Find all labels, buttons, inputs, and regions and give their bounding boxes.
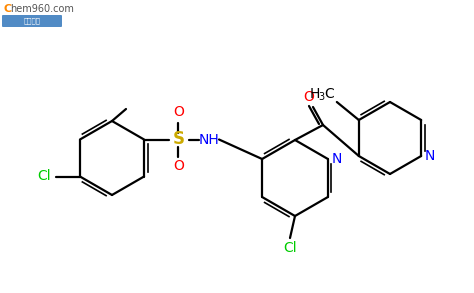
Text: O: O [173,105,184,120]
Text: Cl: Cl [283,241,297,255]
Text: S: S [173,130,185,149]
Text: C: C [4,4,12,14]
FancyBboxPatch shape [2,15,62,27]
Text: hem960.com: hem960.com [10,4,74,14]
Text: O: O [303,90,314,104]
Text: C: C [324,87,334,101]
Text: Cl: Cl [37,169,51,183]
Text: 化工制药: 化工制药 [24,18,40,24]
Text: N: N [332,152,342,166]
Text: 3: 3 [319,92,325,102]
Text: NH: NH [199,132,219,146]
Text: H: H [310,87,320,101]
Text: N: N [425,149,435,163]
Text: O: O [173,159,184,173]
